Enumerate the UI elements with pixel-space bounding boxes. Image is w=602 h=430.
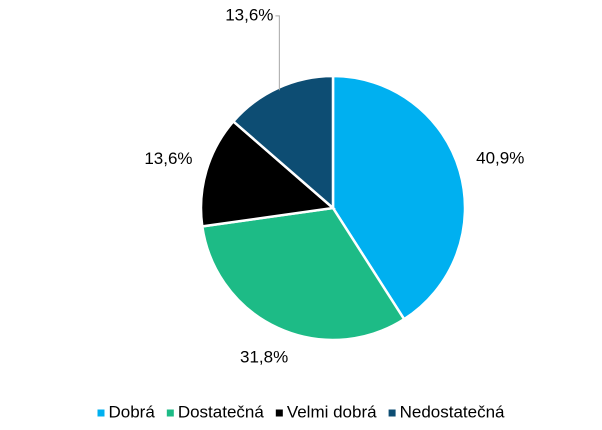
- legend-label: Dostatečná: [178, 402, 265, 421]
- legend-swatch: [97, 409, 105, 417]
- legend: Dobrá Dostatečná Velmi dobrá Nedostatečná: [97, 402, 505, 421]
- pie-slice: [231, 74, 335, 211]
- legend-label: Dobrá: [109, 402, 156, 421]
- data-label: 40,9%: [476, 149, 524, 168]
- pie-slice: [199, 119, 336, 228]
- legend-label: Velmi dobrá: [287, 402, 377, 421]
- pie-slice: [200, 206, 406, 342]
- data-label: 13,6%: [144, 149, 192, 168]
- legend-swatch: [388, 409, 396, 417]
- data-label: 31,8%: [240, 347, 288, 366]
- legend-swatch: [166, 409, 174, 417]
- leader-line: [275, 15, 280, 91]
- data-label: 13,6%: [225, 5, 273, 24]
- legend-swatch: [275, 409, 283, 417]
- legend-label: Nedostatečná: [400, 402, 505, 421]
